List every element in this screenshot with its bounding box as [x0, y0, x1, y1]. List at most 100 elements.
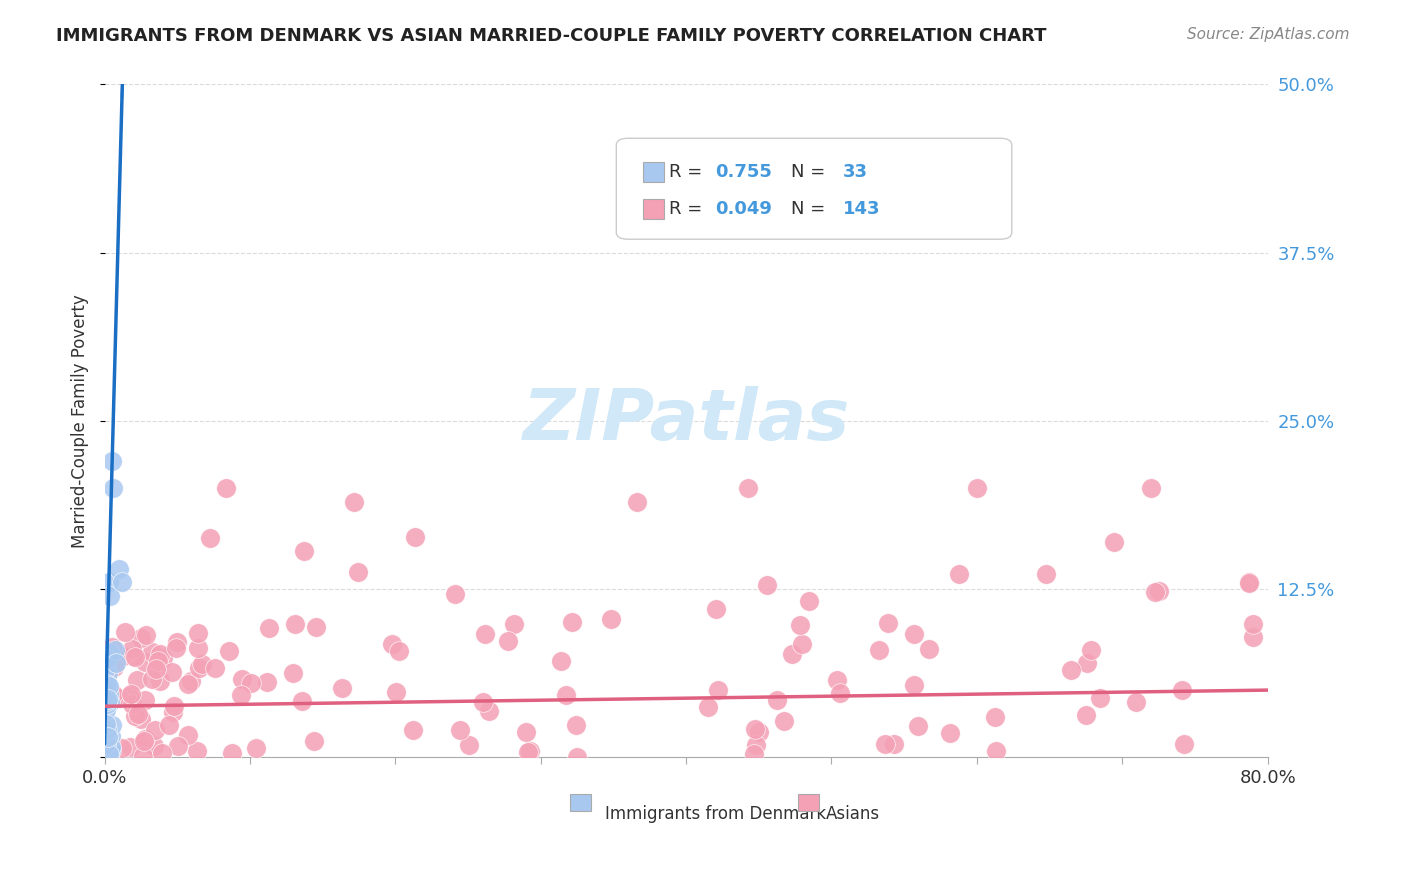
- Point: [98, 647, 121, 661]
- Point: [478, 705, 501, 719]
- Point: [567, 749, 589, 764]
- Point: [789, 618, 811, 632]
- Point: [97, 731, 120, 745]
- Point: [245, 741, 267, 756]
- Point: [188, 661, 211, 675]
- Point: [903, 627, 925, 641]
- Point: [152, 650, 174, 665]
- Point: [200, 531, 222, 545]
- Point: [96, 703, 118, 717]
- Point: [204, 661, 226, 675]
- Point: [105, 656, 128, 670]
- Point: [918, 641, 941, 656]
- Point: [100, 739, 122, 754]
- Point: [97, 665, 120, 680]
- FancyBboxPatch shape: [643, 161, 664, 182]
- Point: [135, 735, 157, 749]
- Point: [883, 737, 905, 751]
- Point: [180, 673, 202, 688]
- Point: [111, 575, 134, 590]
- Point: [187, 640, 209, 655]
- FancyBboxPatch shape: [616, 138, 1012, 239]
- Point: [765, 693, 787, 707]
- Point: [132, 734, 155, 748]
- Point: [108, 691, 131, 706]
- Point: [114, 624, 136, 639]
- Point: [756, 578, 779, 592]
- Point: [239, 676, 262, 690]
- Point: [121, 697, 143, 711]
- Point: [166, 634, 188, 648]
- Point: [191, 657, 214, 671]
- Point: [100, 729, 122, 743]
- Point: [96, 677, 118, 691]
- Text: R =: R =: [669, 163, 707, 181]
- Point: [96, 737, 118, 751]
- Point: [103, 481, 125, 495]
- Point: [127, 707, 149, 722]
- Text: ZIPatlas: ZIPatlas: [523, 386, 849, 456]
- Text: 33: 33: [844, 163, 868, 181]
- Point: [111, 741, 134, 756]
- Point: [141, 645, 163, 659]
- Point: [127, 673, 149, 687]
- Point: [118, 689, 141, 703]
- Point: [742, 747, 765, 761]
- Point: [697, 699, 720, 714]
- Point: [97, 575, 120, 590]
- Point: [98, 648, 121, 663]
- Point: [1241, 630, 1264, 644]
- Point: [101, 454, 124, 468]
- Point: [1237, 576, 1260, 591]
- Point: [704, 601, 727, 615]
- Point: [96, 723, 118, 737]
- Point: [143, 739, 166, 754]
- Point: [96, 716, 118, 731]
- Point: [797, 594, 820, 608]
- Point: [177, 728, 200, 742]
- Point: [550, 654, 572, 668]
- Point: [388, 644, 411, 658]
- Point: [284, 617, 307, 632]
- Point: [103, 660, 125, 674]
- Point: [304, 734, 326, 748]
- Point: [281, 666, 304, 681]
- Point: [404, 530, 426, 544]
- Point: [519, 744, 541, 758]
- Point: [112, 648, 135, 663]
- Point: [149, 674, 172, 689]
- Point: [1125, 695, 1147, 709]
- Point: [118, 739, 141, 754]
- Point: [515, 724, 537, 739]
- Point: [600, 612, 623, 626]
- Point: [218, 644, 240, 658]
- Point: [256, 674, 278, 689]
- Text: 143: 143: [844, 200, 880, 218]
- Point: [384, 685, 406, 699]
- Text: 0.049: 0.049: [716, 200, 772, 218]
- Point: [97, 691, 120, 706]
- Point: [502, 617, 524, 632]
- Point: [984, 710, 1007, 724]
- Point: [966, 481, 988, 495]
- Point: [134, 731, 156, 746]
- Point: [98, 687, 121, 701]
- Point: [135, 628, 157, 642]
- Point: [1076, 657, 1098, 671]
- Point: [160, 665, 183, 679]
- Point: [496, 634, 519, 648]
- Point: [876, 616, 898, 631]
- Point: [825, 673, 848, 688]
- Point: [96, 697, 118, 711]
- Point: [444, 587, 467, 601]
- Point: [474, 627, 496, 641]
- Text: Asians: Asians: [825, 805, 880, 822]
- Point: [1173, 737, 1195, 751]
- Point: [903, 678, 925, 692]
- Y-axis label: Married-Couple Family Poverty: Married-Couple Family Poverty: [72, 294, 89, 548]
- Point: [1090, 690, 1112, 705]
- Point: [96, 694, 118, 708]
- Point: [134, 693, 156, 707]
- Point: [141, 672, 163, 686]
- Point: [343, 494, 366, 508]
